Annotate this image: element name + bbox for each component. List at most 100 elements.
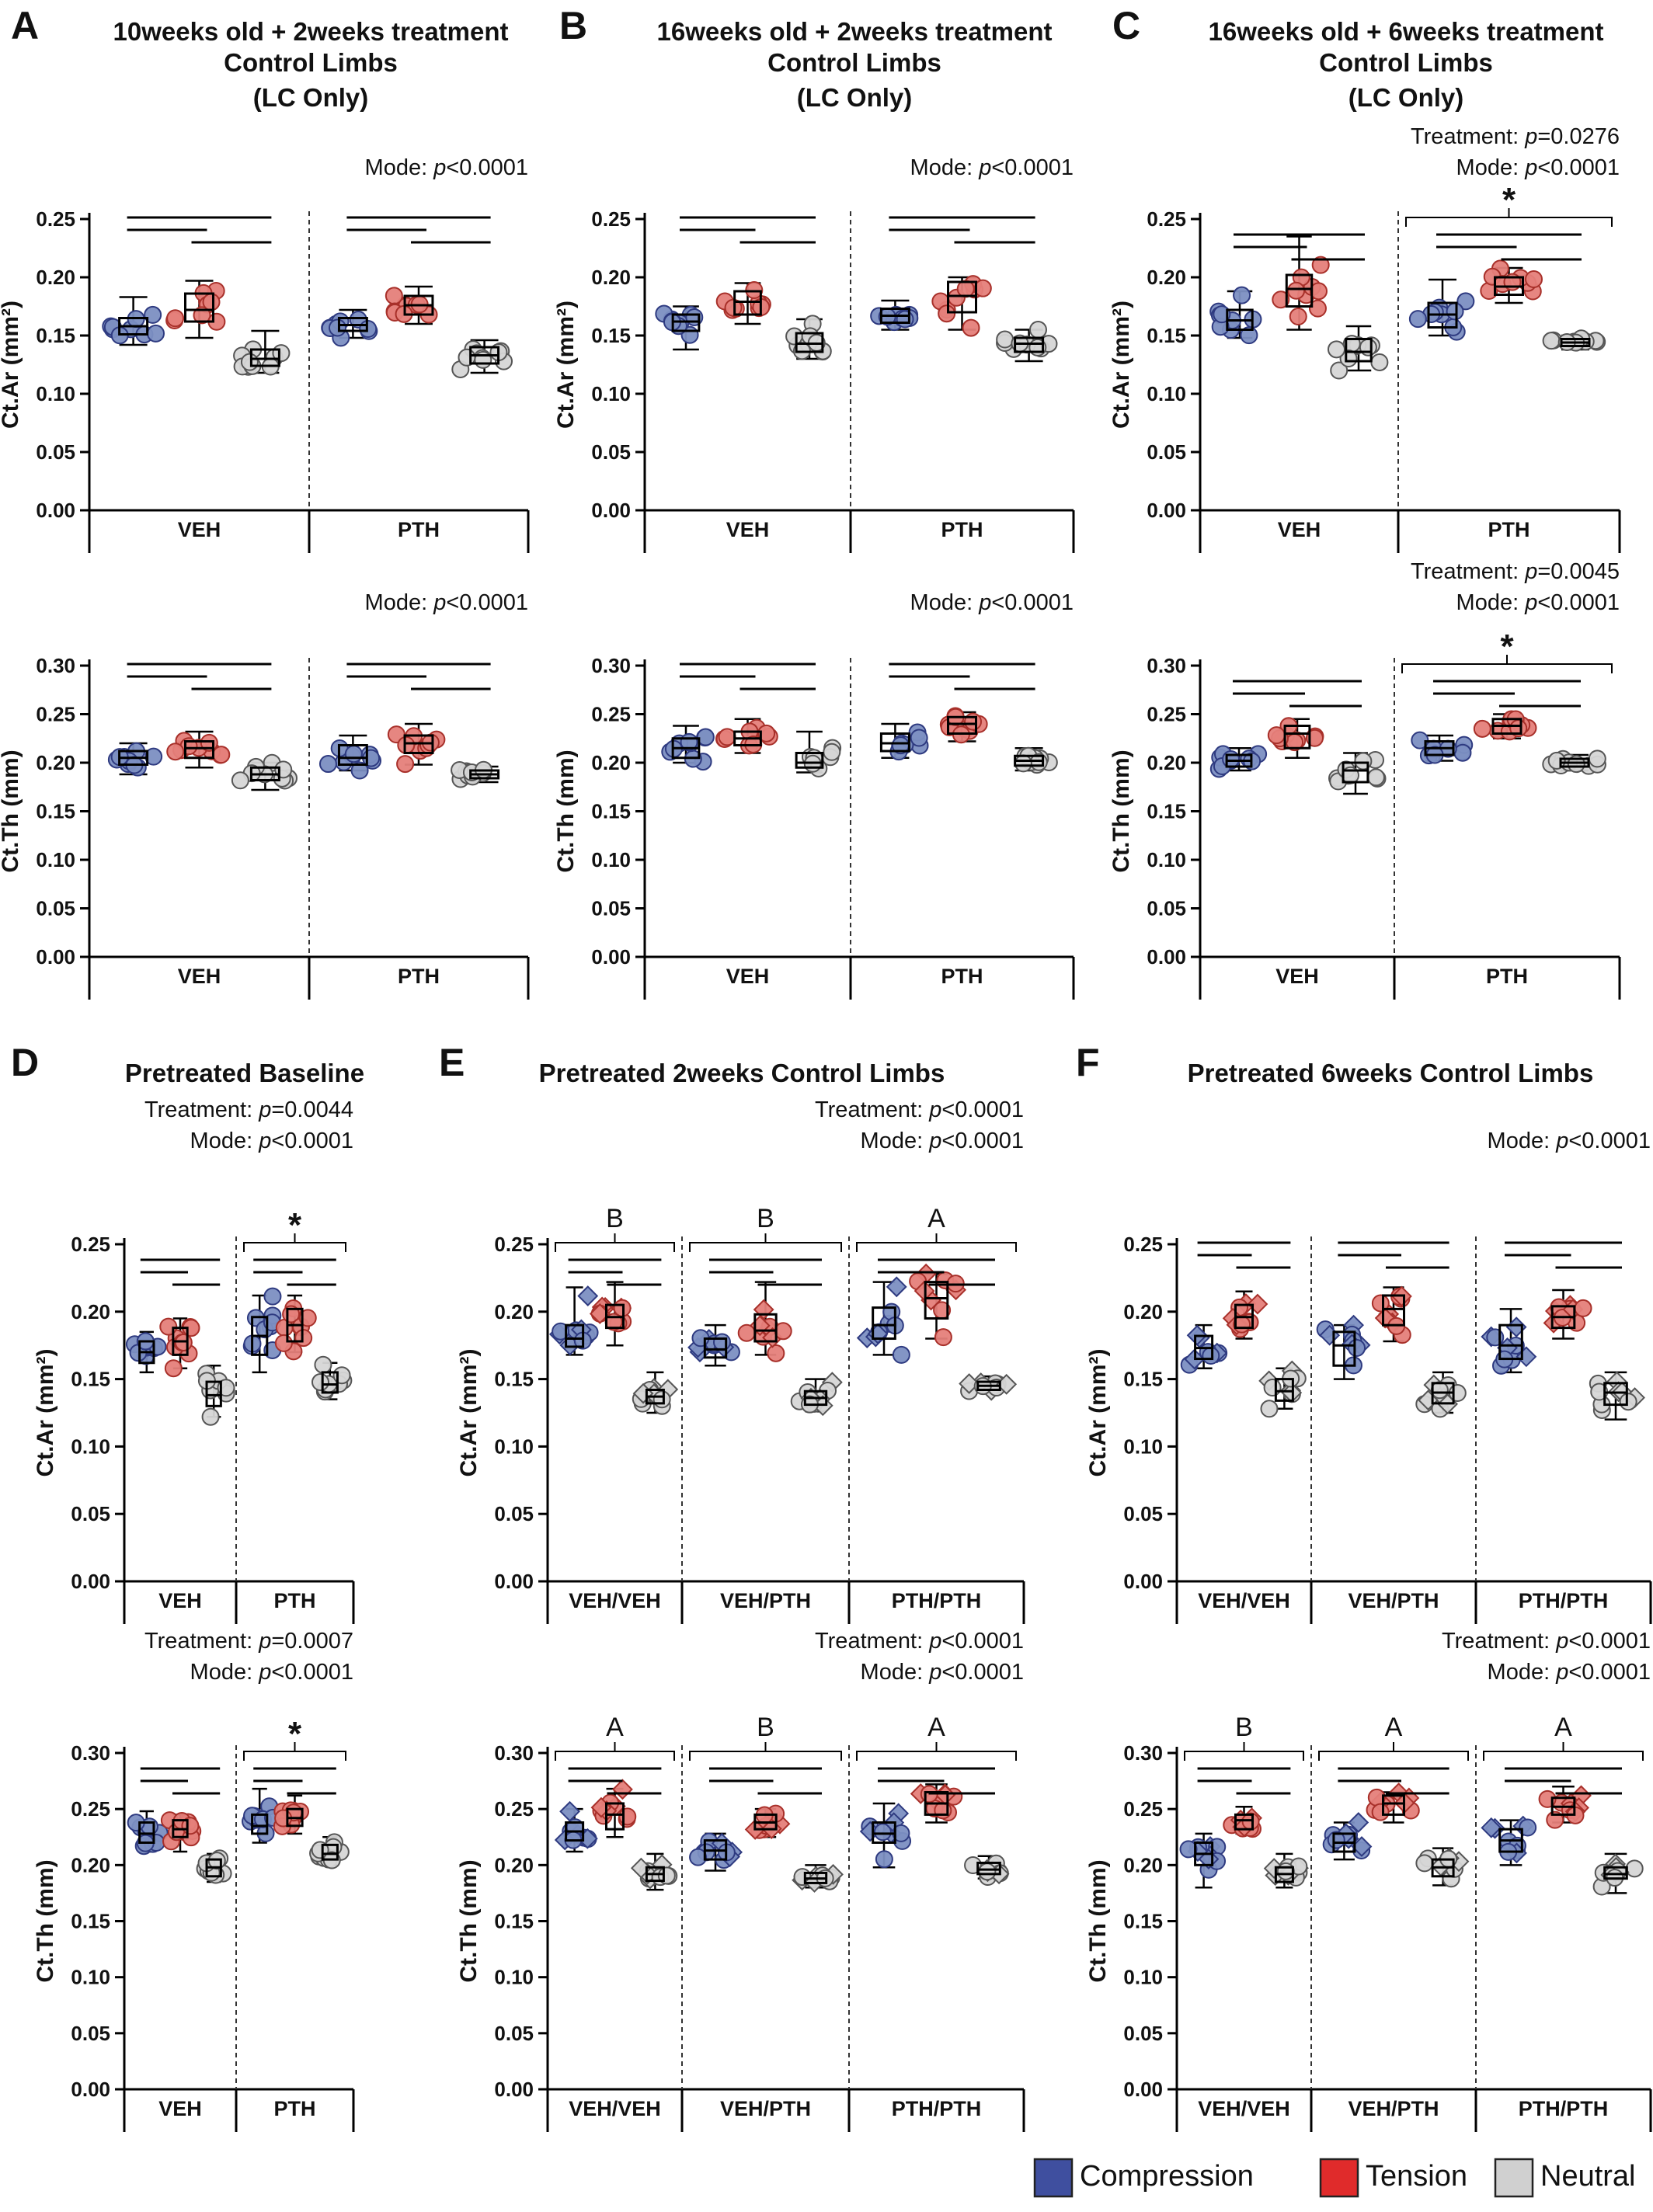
- y-tick-label: 0.05: [36, 897, 75, 920]
- y-axis-label: Ct.Ar (mm²): [456, 1349, 482, 1477]
- group-bracket: [856, 1242, 1017, 1252]
- y-tick-label: 0.00: [1123, 1570, 1163, 1593]
- box: [1234, 1813, 1255, 1831]
- data-point: [1327, 340, 1345, 359]
- data-point: [753, 1299, 774, 1320]
- stats-text: Mode: p<0.0001: [1456, 590, 1620, 615]
- y-tick-label: 0.15: [591, 800, 631, 823]
- y-tick-label: 0.30: [36, 654, 75, 677]
- x-group-label: PTH/PTH: [1519, 2097, 1609, 2120]
- y-tick-label: 0.05: [494, 2022, 534, 2045]
- y-tick-label: 0.05: [1147, 897, 1186, 920]
- y-tick-label: 0.10: [36, 848, 75, 871]
- x-group-label: PTH: [941, 965, 983, 988]
- panel-letter-a: A: [11, 4, 39, 47]
- chart-title-line: Control Limbs: [224, 48, 398, 77]
- data-point: [934, 1328, 952, 1347]
- stats-text: Treatment: p<0.0001: [1442, 1629, 1651, 1654]
- box: [703, 1337, 728, 1359]
- y-tick-label: 0.05: [36, 440, 75, 464]
- data-point: [1453, 743, 1472, 762]
- data-point: [1028, 321, 1047, 339]
- data-point: [396, 755, 415, 774]
- box: [1498, 1323, 1523, 1361]
- box: [337, 744, 368, 766]
- data-point: [1588, 750, 1606, 768]
- data-point: [344, 745, 363, 763]
- x-group-label: VEH/PTH: [720, 1589, 811, 1612]
- data-point: [1289, 308, 1307, 326]
- stats-text: Treatment: p<0.0001: [815, 1629, 1024, 1654]
- stats-text: Mode: p<0.0001: [861, 1660, 1024, 1685]
- x-group-label: VEH/PTH: [1348, 1589, 1439, 1612]
- group-letter: A: [606, 1713, 624, 1742]
- y-tick-label: 0.15: [494, 1368, 534, 1391]
- data-point: [332, 1366, 351, 1385]
- chart-title-line: (LC Only): [1348, 83, 1463, 112]
- stats-text: Treatment: p=0.0007: [144, 1629, 353, 1654]
- y-axis-label: Ct.Th (mm): [456, 1859, 482, 1982]
- x-group-label: PTH/PTH: [892, 1589, 982, 1612]
- data-point: [164, 1359, 183, 1378]
- y-tick-label: 0.00: [494, 1570, 534, 1593]
- y-tick-label: 0.00: [591, 499, 631, 522]
- y-tick-label: 0.05: [1123, 2022, 1163, 2045]
- stats-text: Mode: p<0.0001: [365, 590, 528, 615]
- box: [184, 292, 214, 323]
- y-axis-label: Ct.Ar (mm²): [1085, 1349, 1111, 1477]
- x-group-label: PTH: [941, 518, 983, 541]
- box: [753, 1313, 778, 1343]
- y-tick-label: 0.20: [1123, 1853, 1163, 1876]
- panel-letter-d: D: [11, 1041, 39, 1084]
- data-point: [873, 1823, 892, 1842]
- data-point: [1574, 1299, 1592, 1317]
- data-point: [329, 318, 347, 337]
- data-point: [1505, 1316, 1527, 1338]
- data-point: [1348, 1339, 1366, 1358]
- chart-f-ct-th: Treatment: p<0.0001 Mode: p<0.0001 0.00 0.0…: [1085, 1629, 1652, 2132]
- y-tick-label: 0.05: [591, 440, 631, 464]
- y-tick-label: 0.25: [494, 1233, 534, 1256]
- chart-title-line: 16weeks old + 6weeks treatment: [1208, 17, 1603, 46]
- data-point: [1233, 286, 1251, 304]
- data-point: [311, 1373, 330, 1392]
- box: [1274, 1378, 1294, 1402]
- data-point: [1287, 281, 1306, 300]
- data-point: [1179, 1840, 1198, 1859]
- y-tick-label: 0.10: [1147, 848, 1186, 871]
- data-point: [956, 280, 975, 298]
- data-point: [823, 743, 841, 761]
- y-tick-label: 0.10: [494, 1435, 534, 1458]
- stats-text: Treatment: p<0.0001: [815, 1097, 1024, 1122]
- x-group-label: PTH/PTH: [1519, 1589, 1609, 1612]
- x-group-label: PTH: [1486, 965, 1528, 988]
- data-point: [144, 747, 163, 766]
- y-axis-label: Ct.Ar (mm²): [553, 301, 579, 429]
- significance-star: *: [288, 1715, 302, 1753]
- data-point: [350, 761, 369, 780]
- y-tick-label: 0.10: [1123, 1966, 1163, 1989]
- y-tick-label: 0.25: [1123, 1233, 1163, 1256]
- y-tick-label: 0.25: [71, 1233, 110, 1256]
- panel-letter-f: F: [1076, 1041, 1100, 1084]
- x-group-label: VEH: [1275, 965, 1319, 988]
- box: [1283, 725, 1311, 750]
- chart-e-ct-ar: Pretreated 2weeks Control Limbs Treatment…: [456, 1059, 1025, 1624]
- data-point: [298, 1309, 317, 1327]
- y-tick-label: 0.00: [1147, 945, 1186, 969]
- group-letter: B: [1235, 1713, 1253, 1742]
- data-point: [240, 353, 259, 371]
- chart-d-ct-ar: Pretreated Baseline Treatment: p=0.0044 Mo…: [33, 1059, 364, 1624]
- data-point: [1309, 282, 1328, 301]
- x-group-label: VEH: [726, 518, 770, 541]
- chart-title-line: Pretreated Baseline: [125, 1059, 364, 1087]
- y-tick-label: 0.10: [591, 848, 631, 871]
- data-point: [166, 743, 185, 761]
- data-point: [318, 755, 337, 774]
- y-tick-label: 0.15: [494, 1910, 534, 1933]
- y-tick-label: 0.00: [71, 1570, 110, 1593]
- data-point: [1222, 750, 1241, 768]
- y-tick-label: 0.20: [1147, 266, 1186, 289]
